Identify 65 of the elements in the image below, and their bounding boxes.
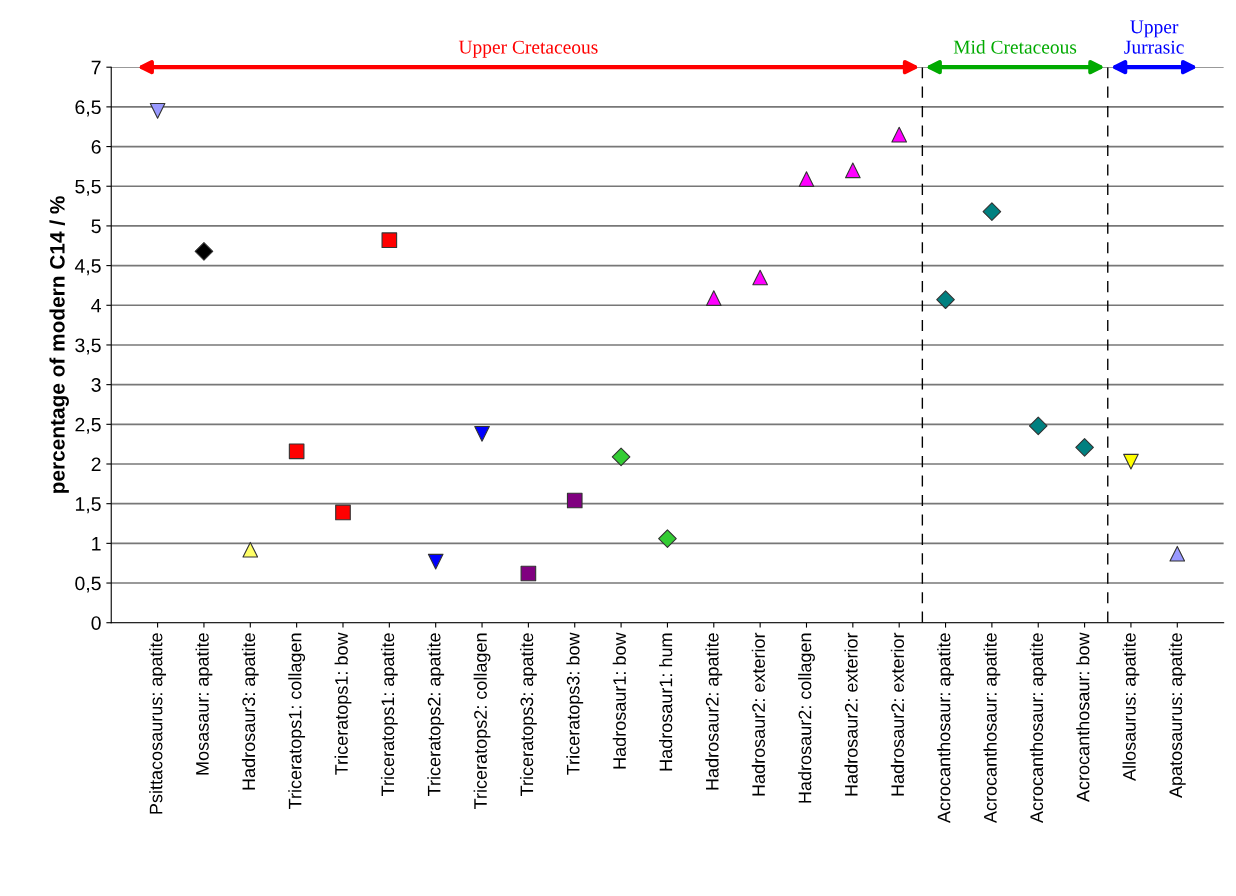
- point: [1123, 453, 1139, 470]
- x-tick-label: Triceratops1: collagen: [288, 633, 306, 809]
- x-tick-label: Triceratops3: bow: [566, 632, 584, 775]
- point: [427, 553, 444, 570]
- x-tick-label: Hadrosaur2: collagen: [798, 633, 815, 803]
- point: [658, 529, 677, 548]
- y-tick-label: 3,5: [75, 338, 101, 355]
- y-tick-label: 6,5: [75, 100, 101, 117]
- point: [242, 541, 259, 558]
- x-tick-label: Triceratops2: apatite: [427, 633, 445, 796]
- x-tick-label: Mosasaur: apatite: [195, 633, 213, 775]
- point: [611, 447, 631, 467]
- x-tick-label: Triceratops1: bow: [334, 632, 352, 775]
- text: Upper Cretaceous: [458, 40, 598, 58]
- x-tick-label: Triceratops2: collagen: [473, 633, 491, 809]
- text: Upper Jurrasic: [1124, 20, 1184, 54]
- x-tick-label: Hadrosaur2: apatite: [705, 633, 723, 790]
- point: [194, 241, 214, 261]
- x-tick-label: Hadrosaur1: hum: [659, 633, 673, 771]
- point: [288, 443, 305, 460]
- point: [936, 290, 955, 310]
- y-tick-label: 0: [91, 616, 101, 630]
- point: [474, 426, 490, 442]
- y-tick-label: 1: [92, 537, 101, 551]
- x-tick-label: Hadrosaur2: exterior: [751, 632, 765, 796]
- x-tick-label: Allosaurus: apatite: [1122, 633, 1140, 781]
- point: [891, 126, 908, 143]
- x-tick-label: Hadrosaur2: exterior: [844, 632, 858, 796]
- x-tick-label: Acrocanthosaur: apatite: [1029, 633, 1047, 824]
- point: [566, 492, 583, 509]
- point: [1075, 437, 1094, 457]
- y-tick-label: 5,5: [75, 179, 101, 196]
- point: [798, 171, 815, 187]
- x-tick-label: Triceratops1: apatite: [380, 633, 398, 796]
- x-tick-label: Acrocanthosaur: bow: [1076, 632, 1090, 803]
- x-tick-label: Hadrosaur3: apatite: [241, 633, 259, 790]
- y-tick-label: 4,5: [74, 259, 101, 276]
- y-tick-label: 2,5: [75, 417, 101, 434]
- point: [1169, 545, 1186, 562]
- point: [845, 162, 861, 179]
- x-tick-label: Apatosaurus: apatite: [1168, 633, 1186, 799]
- x-tick-label: Hadrosaur2: exterior: [890, 632, 905, 796]
- point: [1028, 416, 1048, 436]
- y-tick-label: 1,5: [75, 497, 101, 514]
- y-axis-title: percentage of modern C14 / %: [49, 196, 69, 493]
- y-tick-label: 5: [91, 219, 101, 234]
- point: [335, 504, 351, 521]
- x-tick-label: Acrocanthosaur: apatite: [983, 633, 1001, 824]
- y-tick-label: 6: [91, 140, 101, 154]
- point: [705, 290, 722, 306]
- text: Mid Cretaceous: [953, 40, 1077, 54]
- point: [520, 565, 537, 582]
- y-tick-label: 7: [91, 60, 101, 75]
- x-tick-label: Acrocanthosaur: apatite: [937, 633, 954, 824]
- point: [752, 269, 768, 286]
- y-tick-label: 2: [91, 457, 101, 472]
- x-tick-label: Hadrosaur1: bow: [612, 632, 626, 769]
- x-tick-label: Triceratops3: apatite: [519, 633, 537, 796]
- point: [149, 103, 166, 119]
- y-tick-label: 4: [91, 298, 101, 313]
- y-tick-label: 0,5: [75, 576, 101, 593]
- point: [381, 232, 398, 249]
- x-tick-label: Psittacosaurus: apatite: [149, 633, 167, 814]
- point: [982, 202, 1002, 221]
- y-tick-label: 3: [91, 378, 101, 392]
